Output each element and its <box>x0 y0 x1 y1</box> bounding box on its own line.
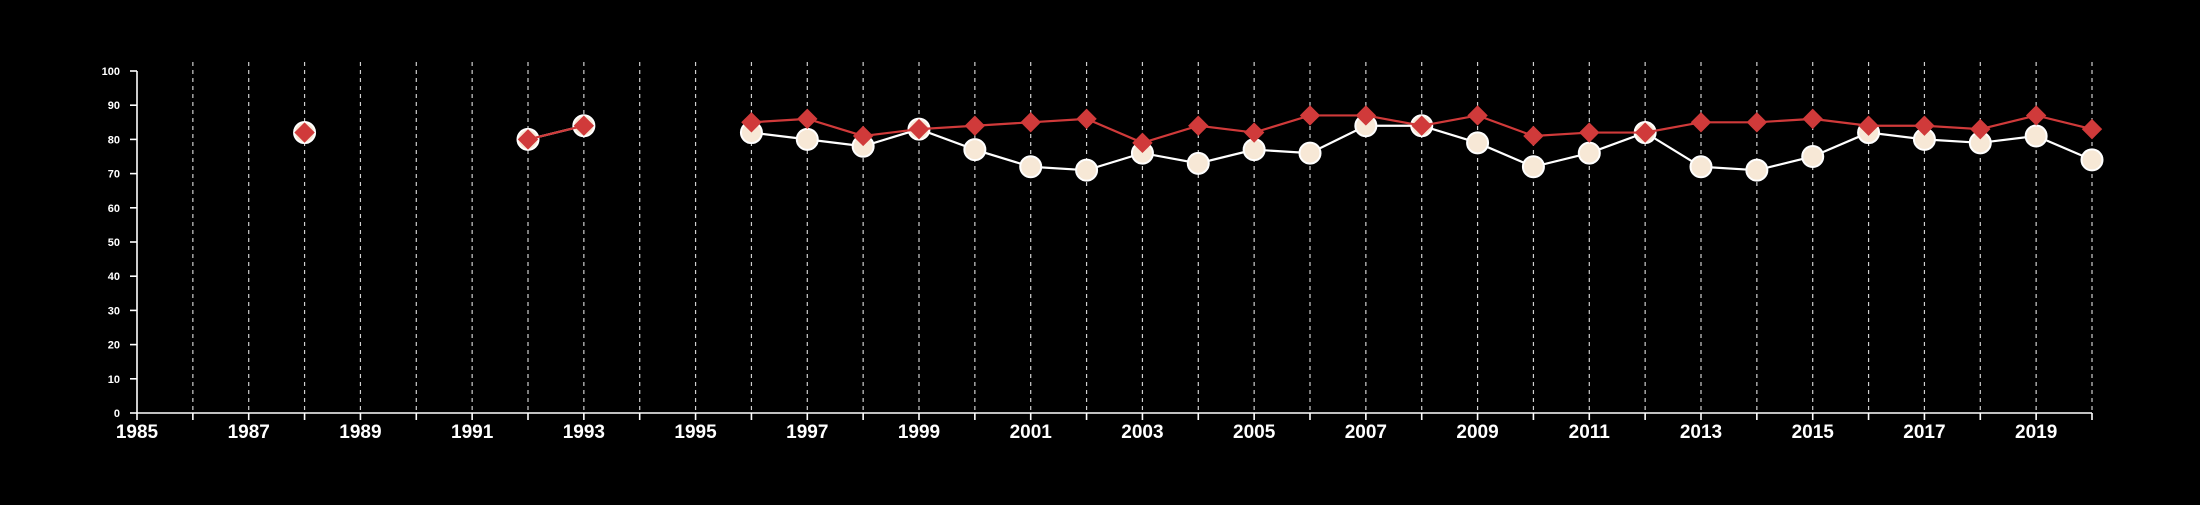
diamond-point-2000 <box>964 115 986 136</box>
circle-point-2002 <box>1075 158 1099 182</box>
x-tick-label-1989: 1989 <box>339 422 381 443</box>
diamond-point-2006 <box>1299 105 1321 126</box>
circle-point-2013 <box>1689 155 1713 179</box>
diamond-point-2018 <box>1970 118 1991 140</box>
diamond-point-2017 <box>1914 115 1935 136</box>
circle-point-2014 <box>1745 158 1769 182</box>
x-tick-label-2003: 2003 <box>1121 422 1163 443</box>
y-tick-label-100: 100 <box>102 66 120 78</box>
diamond-point-2009 <box>1467 105 1488 126</box>
diamond-point-2003 <box>1132 132 1153 154</box>
series-diamond-line-1 <box>527 124 585 141</box>
diamond-point-2011 <box>1579 122 1600 143</box>
x-tick-label-2019: 2019 <box>2015 422 2057 443</box>
x-tick-label-2011: 2011 <box>1569 422 1611 443</box>
diamond-point-2012 <box>1634 122 1656 143</box>
x-tick-label-2009: 2009 <box>1456 422 1498 443</box>
diamond-point-2001 <box>1020 112 1041 133</box>
diamond-point-2019 <box>2025 105 2047 126</box>
circle-point-2011 <box>1577 141 1601 165</box>
diamond-point-2010 <box>1523 125 1544 147</box>
diamond-point-2004 <box>1188 115 1209 136</box>
series-diamond <box>294 105 2103 154</box>
x-tick-label-1999: 1999 <box>898 422 940 443</box>
circle-point-2006 <box>1298 141 1322 165</box>
circle-point-2015 <box>1801 145 1825 168</box>
x-tick-label-1995: 1995 <box>674 422 717 443</box>
diamond-point-1992 <box>517 129 539 150</box>
series-layer <box>293 105 2104 182</box>
circle-point-2010 <box>1521 155 1545 179</box>
diamond-point-2013 <box>1690 112 1712 133</box>
diamond-point-1997 <box>797 108 818 130</box>
x-tick-label-1987: 1987 <box>228 422 270 443</box>
y-tick-label-50: 50 <box>108 237 120 249</box>
y-tick-label-80: 80 <box>108 134 120 146</box>
diamond-point-2008 <box>1411 115 1432 136</box>
diamond-point-2002 <box>1076 108 1097 130</box>
y-tick-label-70: 70 <box>108 169 120 181</box>
diamond-point-2020 <box>2081 118 2103 140</box>
diamond-point-2014 <box>1746 112 1768 133</box>
y-tick-label-0: 0 <box>114 408 120 420</box>
x-tick-label-1985: 1985 <box>116 422 159 443</box>
circle-point-2004 <box>1186 151 1210 175</box>
x-tick-label-2013: 2013 <box>1680 422 1722 443</box>
diamond-point-2015 <box>1802 108 1823 130</box>
y-tick-label-20: 20 <box>108 340 120 352</box>
circle-point-2001 <box>1019 155 1043 179</box>
diamond-point-1988 <box>294 122 315 143</box>
x-tick-label-2005: 2005 <box>1233 422 1276 443</box>
x-tick-label-1997: 1997 <box>786 422 828 443</box>
axes: 0 10 20 30 40 50 60 70 80 90 100 1985 1987 1989 1991 19… <box>102 66 2093 443</box>
diamond-point-1999 <box>908 118 930 140</box>
diamond-point-1993 <box>573 115 595 136</box>
y-tick-label-60: 60 <box>108 203 120 215</box>
circle-point-2000 <box>963 138 987 162</box>
circle-point-2009 <box>1466 131 1490 155</box>
y-tick-label-90: 90 <box>108 100 120 112</box>
x-tick-label-1993: 1993 <box>563 422 605 443</box>
x-tick-label-2007: 2007 <box>1345 422 1387 443</box>
y-tick-label-40: 40 <box>108 271 120 283</box>
diamond-point-2007 <box>1355 105 1377 126</box>
diamond-point-2016 <box>1858 115 1879 136</box>
diamond-point-1998 <box>852 125 874 147</box>
circle-point-1997 <box>795 127 819 151</box>
y-tick-label-10: 10 <box>108 374 120 386</box>
diamond-point-1996 <box>741 112 762 133</box>
circle-point-2020 <box>2080 148 2104 172</box>
y-tick-label-30: 30 <box>108 305 120 317</box>
diamond-point-2005 <box>1243 122 1265 143</box>
x-tick-label-1991: 1991 <box>451 422 494 443</box>
x-tick-label-2001: 2001 <box>1010 422 1053 443</box>
x-tick-label-2017: 2017 <box>1903 422 1945 443</box>
x-tick-label-2015: 2015 <box>1792 422 1835 443</box>
circle-point-2019 <box>2024 124 2048 148</box>
